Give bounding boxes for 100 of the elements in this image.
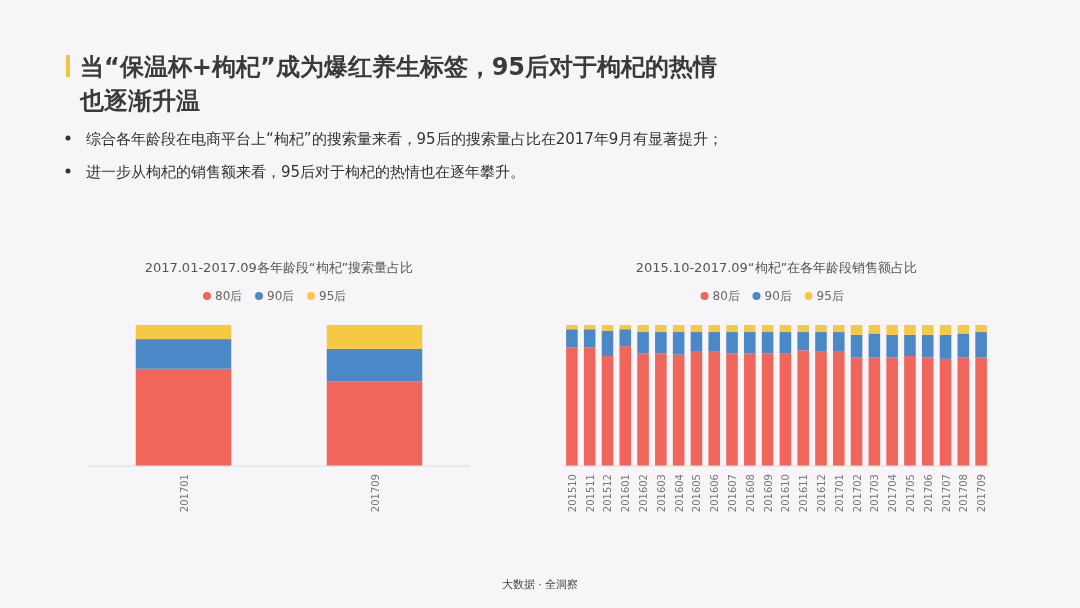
bar <box>566 325 578 330</box>
bar <box>135 339 232 369</box>
x-tick-label: 201611 <box>798 474 810 513</box>
x-tick-label: 201511 <box>584 474 596 513</box>
legend-label: 80后 <box>215 289 243 303</box>
x-tick-label: 201705 <box>904 474 916 513</box>
bar <box>326 325 423 349</box>
bar <box>655 325 667 333</box>
x-tick-label: 201709 <box>976 474 988 513</box>
bar <box>939 325 952 335</box>
bar <box>832 332 845 352</box>
bar <box>637 353 649 466</box>
x-tick-label: 201601 <box>620 474 632 513</box>
x-tick-label: 201709 <box>369 474 381 513</box>
bar <box>726 325 738 333</box>
bar <box>761 325 774 333</box>
text: 大数据 · 全洞察 <box>501 578 579 591</box>
bar <box>815 332 827 352</box>
bar <box>886 334 898 358</box>
legend-label: 95后 <box>816 289 844 303</box>
x-tick-label: 201701 <box>833 474 845 513</box>
bar <box>708 351 721 466</box>
bar <box>904 356 916 466</box>
bar <box>135 368 232 466</box>
x-tick-label: 201706 <box>922 474 934 513</box>
x-tick-label: 201510 <box>566 474 578 513</box>
legend-label: 90后 <box>267 289 295 303</box>
bar <box>637 332 649 354</box>
x-tick-label: 201606 <box>709 474 721 513</box>
bar <box>637 325 649 333</box>
bar <box>904 334 916 357</box>
bar <box>744 353 756 466</box>
bar <box>921 357 934 466</box>
bar <box>619 329 632 347</box>
bar <box>779 325 792 333</box>
bar <box>797 325 809 333</box>
bar <box>690 351 703 466</box>
bar <box>708 332 721 352</box>
x-tick-label: 201605 <box>691 474 703 513</box>
x-tick-label: 201701 <box>178 474 190 513</box>
bar <box>779 353 792 466</box>
bar <box>850 357 863 466</box>
x-tick-label: 201707 <box>940 474 952 513</box>
bar <box>815 351 827 466</box>
text: 当“保温杯+枸杞”成为爆红养生标签，95后对于枸杞的热情也逐渐升温 <box>79 53 718 115</box>
x-tick-label: 201610 <box>780 474 792 513</box>
bar <box>566 329 578 348</box>
text: 综合各年龄段在电商平台上“枸杞”的搜索量来看，95后的搜索量占比在2017年9月有显著提升； <box>86 130 724 148</box>
x-tick-label: 201609 <box>762 474 774 513</box>
bar <box>726 332 738 354</box>
bar <box>832 351 845 466</box>
bar <box>815 325 827 333</box>
bar <box>326 381 423 466</box>
bar <box>744 325 756 333</box>
bar <box>921 334 934 358</box>
bar <box>135 325 232 340</box>
bar <box>744 332 756 354</box>
bar <box>690 325 703 333</box>
bar <box>868 325 881 334</box>
x-tick-label: 201612 <box>815 474 827 513</box>
x-tick-label: 201703 <box>869 474 881 513</box>
bar <box>619 346 632 466</box>
bar <box>850 334 863 358</box>
bar <box>619 325 632 330</box>
x-tick-label: 201702 <box>851 474 863 513</box>
bar <box>904 325 916 335</box>
bar <box>975 357 987 466</box>
bar <box>868 357 881 466</box>
bar <box>672 332 685 355</box>
x-tick-label: 201512 <box>602 474 614 513</box>
bar <box>601 356 614 466</box>
bar <box>797 350 809 466</box>
chart-title: 2017.01-2017.09各年龄段“枸杞”搜索量占比 <box>144 260 414 275</box>
bar <box>708 325 721 333</box>
bar <box>583 329 596 348</box>
bar <box>850 325 863 335</box>
legend-label: 80后 <box>712 289 740 303</box>
x-tick-label: 201603 <box>655 474 667 513</box>
x-tick-label: 201608 <box>744 474 756 513</box>
bar <box>957 357 970 466</box>
x-tick-label: 201604 <box>673 474 685 513</box>
text: 进一步从枸杞的销售额来看，95后对于枸杞的热情也在逐年攀升。 <box>86 163 526 181</box>
bar <box>566 347 578 466</box>
bar <box>975 325 987 333</box>
bar <box>921 325 934 335</box>
bar <box>690 332 703 352</box>
bar <box>797 332 809 351</box>
legend-label: 90后 <box>764 289 792 303</box>
bar <box>957 333 970 358</box>
chart-title: 2015.10-2017.09“枸杞”在各年龄段销售额占比 <box>635 260 918 275</box>
bar <box>655 353 667 466</box>
bar <box>761 353 774 466</box>
x-tick-label: 201602 <box>638 474 650 513</box>
x-tick-label: 201708 <box>958 474 970 513</box>
bar <box>672 325 685 333</box>
bar <box>672 354 685 466</box>
bar <box>832 325 845 333</box>
x-tick-label: 201607 <box>727 474 739 513</box>
bar <box>326 348 423 382</box>
bar <box>886 325 898 335</box>
